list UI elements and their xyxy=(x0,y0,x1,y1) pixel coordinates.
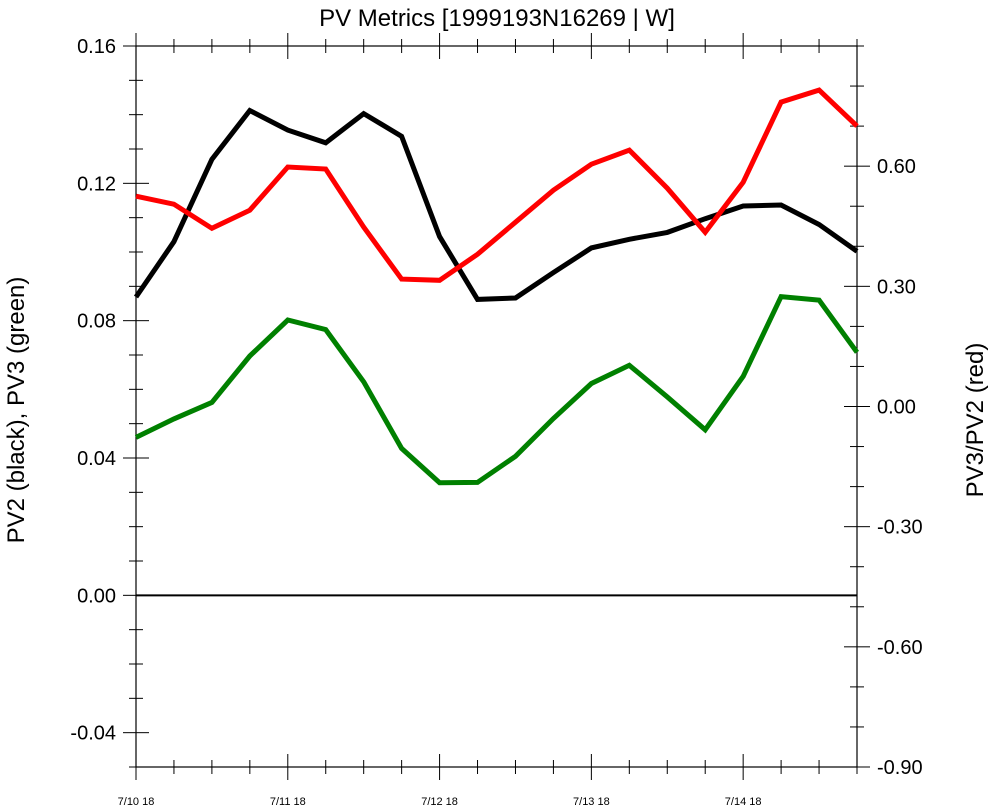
series-line-0 xyxy=(133,107,859,302)
plot-area: 0.16 0.12 0.08 0.04 0.00 -0.04 0.60 0.30 0.00 -0.… xyxy=(70,33,923,808)
x-tick-label: 7/14 18 xyxy=(725,796,762,805)
x-tick-label: 7/13 18 xyxy=(573,796,610,805)
chart-title: PV Metrics [1999193N16269 | W] xyxy=(319,5,675,32)
series-line-1 xyxy=(134,293,860,486)
y-tick-label-left: 0.16 xyxy=(77,36,116,58)
x-tick-label: 7/11 18 xyxy=(270,796,306,805)
y-tick-label-right: -0.60 xyxy=(877,637,923,659)
y-tick-label-left: 0.12 xyxy=(77,173,116,195)
y-tick-label-right: -0.30 xyxy=(877,517,923,539)
x-tick-label: 7/12 18 xyxy=(421,796,458,805)
x-tick-label: 7/10 18 xyxy=(118,796,155,805)
y-tick-label-left: 0.04 xyxy=(77,448,116,470)
y-tick-label-right: -0.90 xyxy=(877,757,923,779)
series-line-2 xyxy=(135,87,859,283)
y-tick-label-right: 0.00 xyxy=(877,397,916,419)
y-tick-label-right: 0.60 xyxy=(877,156,916,178)
plot-frame xyxy=(135,45,858,768)
y-tick-label-right: 0.30 xyxy=(877,276,916,298)
y-tick-label-left: 0.00 xyxy=(77,585,116,607)
y-axis-label-right: PV3/PV2 (red) xyxy=(962,343,989,498)
y-axis-label-left: PV2 (black), PV3 (green) xyxy=(3,277,30,544)
y-tick-label-left: -0.04 xyxy=(70,723,116,745)
y-tick-label-left: 0.08 xyxy=(77,311,116,333)
